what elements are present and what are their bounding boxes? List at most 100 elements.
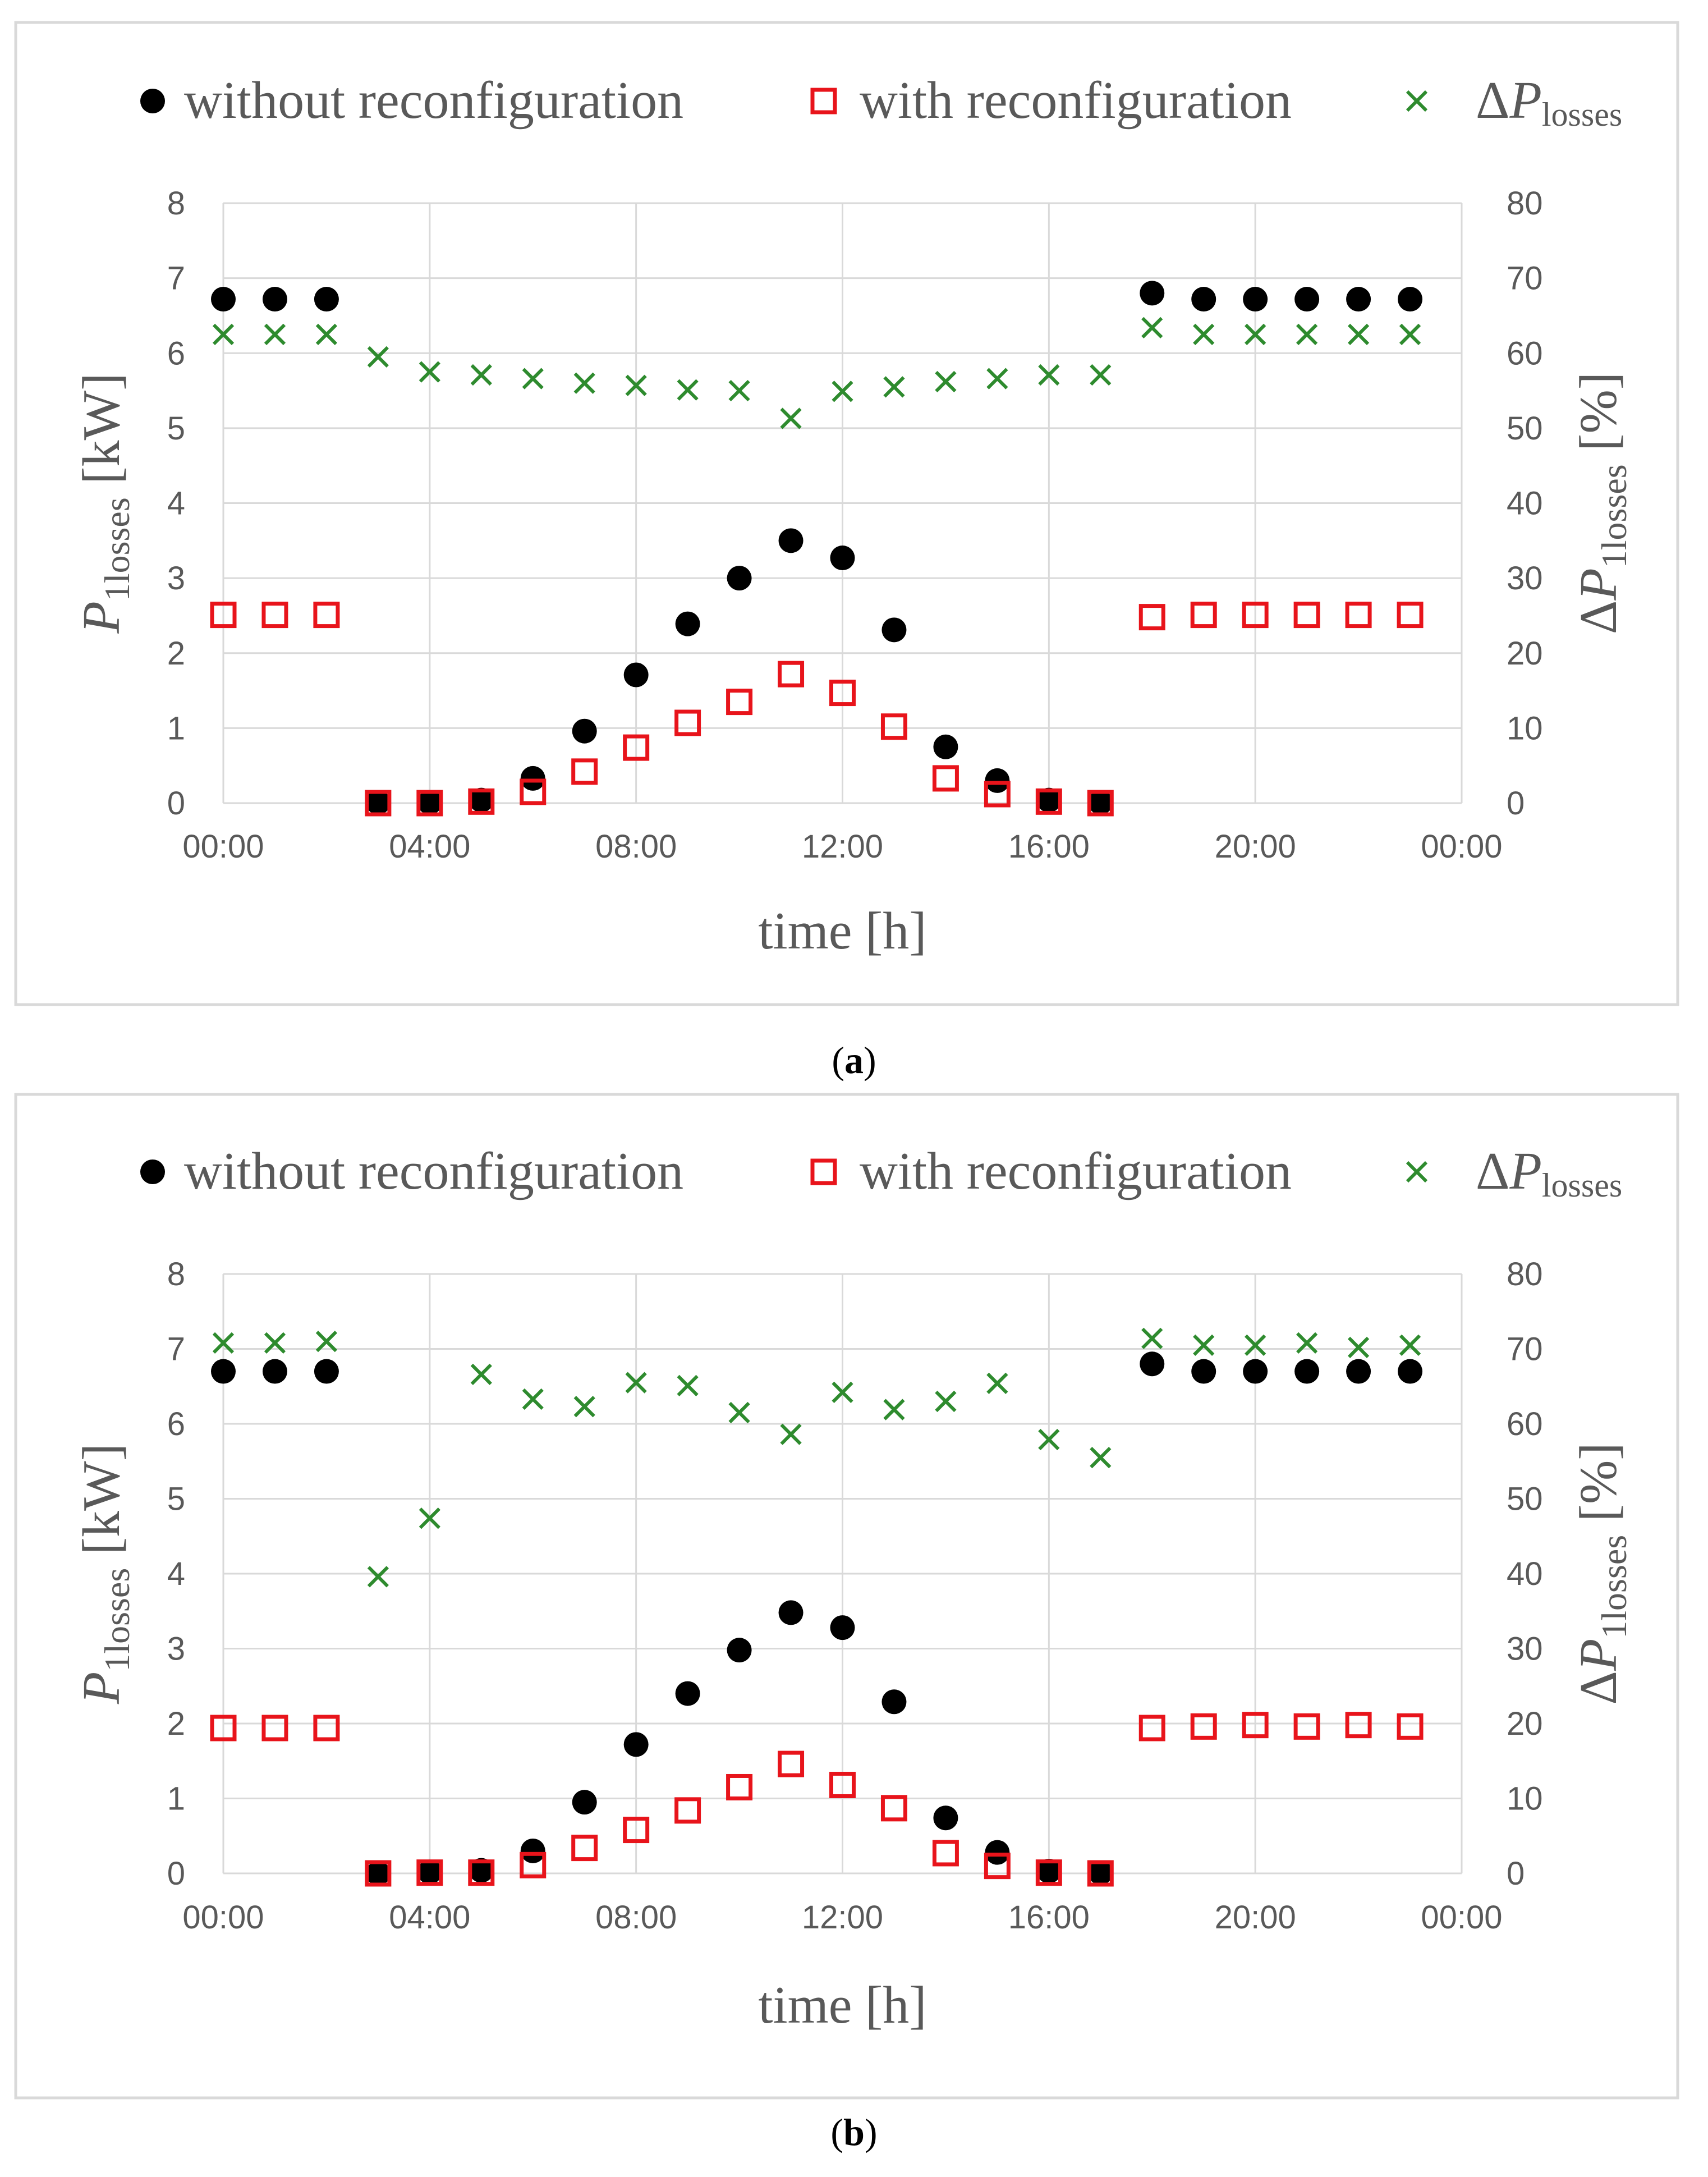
data-point-circle	[1243, 287, 1268, 312]
data-point-square	[1087, 790, 1114, 817]
y2-axis-label-main: P	[1569, 568, 1628, 601]
x-axis-label: time [h]	[758, 902, 926, 960]
data-point-x	[728, 379, 750, 402]
data-point-x	[573, 1396, 595, 1418]
legend-delta-p: P	[1509, 71, 1541, 130]
y-axis-label-main: P	[72, 1672, 131, 1704]
y-tick-label: 2	[167, 1706, 185, 1742]
legend-marker-delta	[1406, 90, 1428, 112]
y2-tick-label: 40	[1507, 1556, 1543, 1592]
data-point-square	[210, 1715, 237, 1741]
data-point-circle	[830, 1615, 855, 1640]
data-point-circle	[469, 787, 494, 813]
legend: without reconfiguration with reconfigurat…	[140, 1142, 1622, 1204]
y2-tick-label: 40	[1507, 485, 1543, 522]
data-point-square	[1138, 1715, 1165, 1741]
data-point-circle	[262, 1359, 287, 1384]
data-point-x	[677, 379, 699, 401]
data-point-x	[470, 364, 492, 386]
data-point-square	[261, 602, 288, 629]
data-point-square	[984, 781, 1011, 808]
y2-axis-label-main: P	[1569, 1639, 1628, 1671]
data-point-circle	[1140, 281, 1165, 306]
data-point-square	[468, 1859, 495, 1886]
data-point-circle	[314, 1359, 339, 1384]
series-x	[212, 317, 1421, 429]
y2-tick-label: 10	[1507, 710, 1543, 746]
data-point-square	[210, 602, 237, 629]
data-point-x	[780, 1423, 802, 1445]
x-tick-label: 08:00	[595, 1899, 677, 1936]
data-point-circle	[985, 768, 1010, 793]
data-point-square	[313, 1715, 340, 1741]
y2-tick-label: 80	[1507, 185, 1543, 222]
data-point-square	[829, 680, 856, 707]
data-point-circle	[572, 718, 597, 744]
data-point-square	[932, 1840, 959, 1867]
data-point-square	[1397, 1713, 1424, 1740]
y-axis-label: P1losses [kW]	[72, 1443, 137, 1704]
data-point-square	[1242, 1712, 1269, 1739]
data-point-square	[1190, 1713, 1217, 1740]
data-point-x	[522, 1388, 544, 1410]
x-tick-label: 08:00	[595, 828, 677, 865]
y-tick-label: 8	[167, 185, 185, 222]
data-point-x	[470, 1363, 492, 1386]
y2-axis-label-delta: Δ	[1569, 1671, 1628, 1704]
data-point-x	[1038, 364, 1060, 386]
data-point-square	[1345, 1712, 1372, 1739]
y-tick-label: 0	[167, 785, 185, 822]
data-point-x	[935, 370, 957, 393]
data-point-x	[883, 1399, 905, 1420]
data-point-x	[1245, 323, 1266, 345]
data-point-circle	[211, 1359, 236, 1384]
data-point-square	[520, 778, 547, 805]
series-square	[210, 602, 1424, 817]
caption-open: (	[830, 2111, 843, 2153]
y2-tick-label: 50	[1507, 1481, 1543, 1518]
y-tick-label: 6	[167, 335, 185, 372]
data-point-circle	[1191, 1359, 1216, 1384]
y2-axis-label-sub: 1losses	[1594, 1535, 1634, 1639]
y2-tick-label: 30	[1507, 560, 1543, 597]
legend-marker-with	[810, 1158, 837, 1185]
data-point-square	[778, 661, 805, 688]
x-axis-label: time [h]	[758, 1976, 926, 2034]
legend-delta-sub: losses	[1542, 1167, 1622, 1204]
x-tick-label: 00:00	[1421, 1899, 1502, 1936]
data-point-circle	[417, 1859, 442, 1885]
y-axis-label-unit: [kW]	[72, 1443, 131, 1568]
legend-marker-without	[140, 89, 165, 113]
y2-tick-label: 60	[1507, 335, 1543, 372]
y-tick-label: 8	[167, 1256, 185, 1293]
data-point-circle	[1294, 287, 1320, 312]
data-point-square	[365, 790, 392, 817]
data-point-circle	[1398, 1359, 1423, 1384]
data-point-square	[1293, 1713, 1320, 1740]
y-axis-label: P1losses [kW]	[72, 373, 137, 634]
data-point-square	[1087, 1860, 1114, 1887]
caption-letter: b	[843, 2111, 865, 2153]
data-point-square	[313, 602, 340, 629]
data-point-x	[264, 323, 286, 345]
data-point-x	[367, 346, 389, 368]
data-point-square	[623, 734, 650, 761]
data-point-circle	[1346, 287, 1371, 312]
y-tick-label: 5	[167, 410, 185, 447]
data-point-x	[1296, 323, 1318, 345]
data-point-circle	[520, 766, 545, 791]
data-point-circle	[778, 528, 804, 553]
data-point-square	[1397, 602, 1424, 629]
x-tick-label: 04:00	[389, 1899, 470, 1936]
data-point-x	[677, 1374, 699, 1397]
y2-tick-label: 80	[1507, 1256, 1543, 1293]
data-point-x	[419, 1507, 440, 1529]
gridlines	[222, 1273, 1463, 1874]
data-point-circle	[1088, 790, 1113, 815]
data-point-circle	[933, 734, 958, 759]
data-point-x	[367, 1566, 389, 1588]
data-point-square	[932, 765, 959, 792]
legend-label-with: with reconfiguration	[860, 71, 1292, 130]
legend-label-with: with reconfiguration	[860, 1142, 1292, 1200]
